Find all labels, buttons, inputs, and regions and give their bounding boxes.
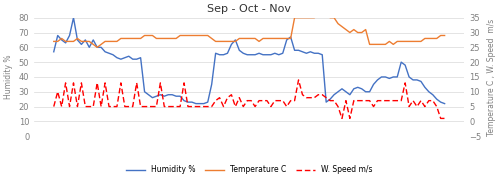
- Humidity %: [193, 102, 199, 105]
- Humidity %: [146, 94, 152, 96]
- W. Speed m/s: [284, 105, 290, 108]
- W. Speed m/s: [418, 99, 424, 102]
- Line: Temperature C: Temperature C: [54, 15, 444, 47]
- Temperature C: [130, 37, 136, 40]
- Line: W. Speed m/s: W. Speed m/s: [54, 80, 444, 119]
- Temperature C: [430, 37, 436, 40]
- Line: Humidity %: Humidity %: [54, 18, 444, 104]
- Temperature C: [316, 14, 322, 16]
- W. Speed m/s: [296, 79, 302, 81]
- W. Speed m/s: [339, 117, 345, 120]
- Temperature C: [442, 34, 448, 37]
- Temperature C: [288, 37, 294, 40]
- W. Speed m/s: [126, 105, 132, 108]
- Temperature C: [51, 40, 57, 43]
- Humidity %: [260, 54, 266, 56]
- Title: Sep - Oct - Nov: Sep - Oct - Nov: [207, 4, 291, 14]
- Temperature C: [94, 46, 100, 48]
- Temperature C: [146, 34, 152, 37]
- Humidity %: [51, 51, 57, 53]
- W. Speed m/s: [442, 117, 448, 120]
- Humidity %: [442, 102, 448, 105]
- Humidity %: [70, 17, 76, 19]
- Humidity %: [292, 49, 298, 52]
- Temperature C: [418, 40, 424, 43]
- Legend: Humidity %, Temperature C, W. Speed m/s: Humidity %, Temperature C, W. Speed m/s: [123, 162, 376, 177]
- W. Speed m/s: [142, 105, 148, 108]
- W. Speed m/s: [430, 99, 436, 102]
- W. Speed m/s: [51, 105, 57, 108]
- Humidity %: [430, 94, 436, 96]
- Y-axis label: Humidity %: Humidity %: [4, 55, 13, 99]
- Humidity %: [130, 58, 136, 60]
- Temperature C: [256, 40, 262, 43]
- Humidity %: [418, 80, 424, 83]
- W. Speed m/s: [252, 105, 258, 108]
- Y-axis label: Temperature C , W. Speed  m/s: Temperature C , W. Speed m/s: [487, 18, 496, 135]
